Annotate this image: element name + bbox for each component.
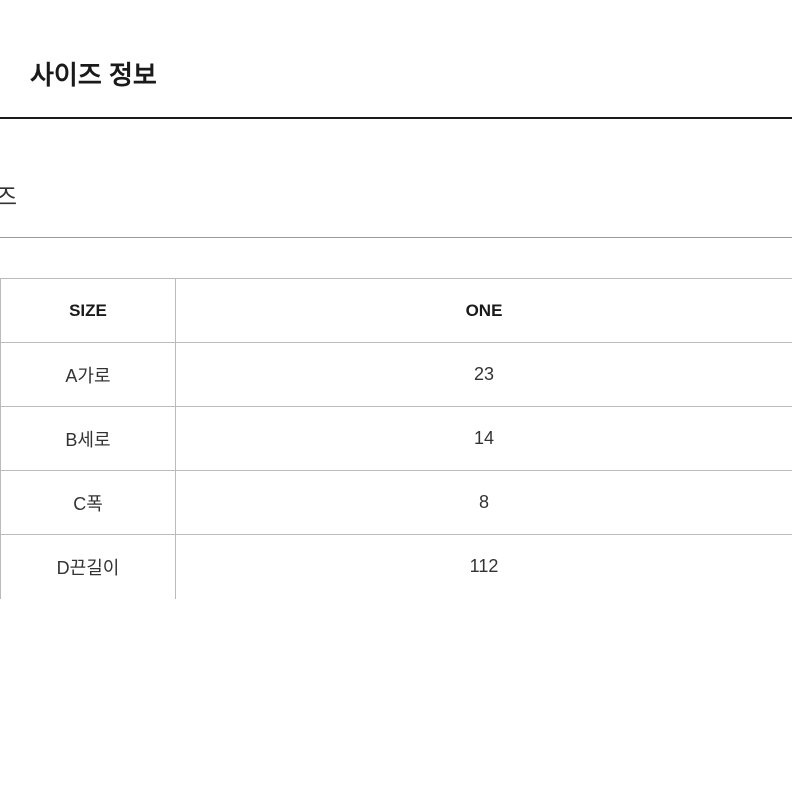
- table-row: C폭 8: [1, 471, 792, 535]
- size-info-section: 사이즈 정보 즈 SIZE ONE A가로 23 B세로 14 C폭 8 D: [0, 0, 792, 599]
- row-label: C폭: [1, 471, 176, 535]
- table-header-row: SIZE ONE: [1, 279, 792, 343]
- page-title: 사이즈 정보: [0, 0, 792, 117]
- table-row: B세로 14: [1, 407, 792, 471]
- column-header-one: ONE: [176, 279, 792, 343]
- section-label: 즈: [0, 119, 792, 237]
- row-value: 23: [176, 343, 792, 407]
- divider-bottom: [0, 237, 792, 238]
- row-label: D끈길이: [1, 535, 176, 599]
- row-value: 8: [176, 471, 792, 535]
- table-row: D끈길이 112: [1, 535, 792, 599]
- row-label: B세로: [1, 407, 176, 471]
- row-value: 14: [176, 407, 792, 471]
- size-table: SIZE ONE A가로 23 B세로 14 C폭 8 D끈길이 112: [0, 278, 792, 599]
- row-label: A가로: [1, 343, 176, 407]
- table-row: A가로 23: [1, 343, 792, 407]
- row-value: 112: [176, 535, 792, 599]
- column-header-size: SIZE: [1, 279, 176, 343]
